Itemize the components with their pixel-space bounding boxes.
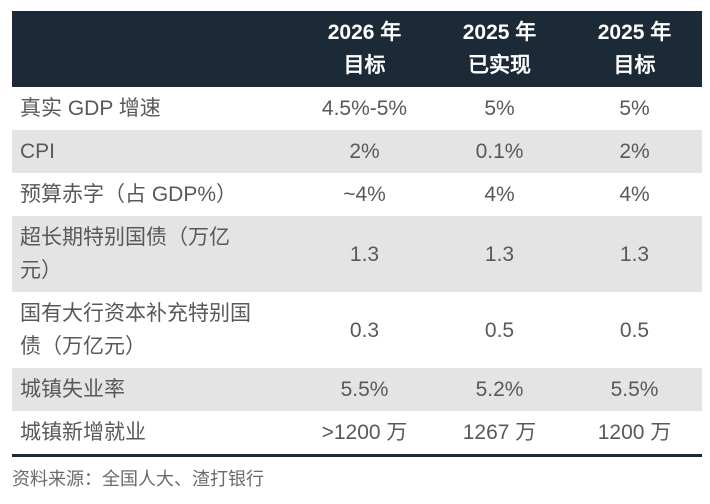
row-label: 超长期特别国债（万亿 元）	[20, 226, 230, 282]
data-source-note: 资料来源：全国人大、渣打银行	[12, 469, 264, 489]
row-label: 城镇失业率	[20, 378, 125, 401]
row-label: CPI	[20, 140, 56, 163]
row-value-2026-target: 4.5%-5%	[321, 97, 408, 120]
row-value-2026-target: ~4%	[343, 183, 386, 206]
row-value-2025-actual: 1267 万	[462, 421, 537, 444]
row-value-2025-target: 2%	[619, 140, 650, 163]
row-value-2026-target: >1200 万	[321, 421, 408, 444]
header-cell-2025-target: 2025 年 目标	[597, 21, 672, 77]
table-header-row: 2026 年 目标 2025 年 已实现 2025 年 目标	[12, 11, 702, 87]
row-value-2026-target: 5.5%	[340, 378, 389, 401]
row-value-2025-target: 4%	[619, 183, 650, 206]
row-value-2025-target: 5%	[619, 97, 650, 120]
row-value-2026-target: 0.3	[349, 318, 380, 342]
table-row-budget-deficit: 预算赤字（占 GDP%） ~4% 4% 4%	[12, 173, 702, 216]
row-value-2025-target: 0.5	[619, 318, 650, 342]
indicators-table: 2026 年 目标 2025 年 已实现 2025 年 目标 真实 GDP 增速…	[12, 11, 702, 457]
table-row-cpi: CPI 2% 0.1% 2%	[12, 130, 702, 173]
table-row-bank-capital-special-bonds: 国有大行资本补充特别国 债（万亿元） 0.3 0.5 0.5	[12, 292, 702, 368]
row-value-2025-actual: 0.1%	[475, 140, 524, 163]
row-value-2026-target: 1.3	[349, 242, 380, 266]
row-value-2025-actual: 0.5	[484, 318, 515, 342]
row-value-2025-target: 5.5%	[610, 378, 659, 401]
row-value-2025-actual: 1.3	[484, 242, 515, 266]
table-row-new-urban-jobs: 城镇新增就业 >1200 万 1267 万 1200 万	[12, 411, 702, 454]
row-value-2025-actual: 5.2%	[475, 378, 524, 401]
row-value-2025-actual: 5%	[484, 97, 515, 120]
header-cell-2026-target: 2026 年 目标	[327, 21, 402, 77]
header-cell-2025-actual: 2025 年 已实现	[462, 21, 537, 77]
row-label: 国有大行资本补充特别国 债（万亿元）	[20, 302, 251, 358]
table-row-urban-unemployment-rate: 城镇失业率 5.5% 5.2% 5.5%	[12, 368, 702, 411]
row-label: 真实 GDP 增速	[20, 97, 161, 120]
row-value-2025-target: 1.3	[619, 242, 650, 266]
row-label: 城镇新增就业	[20, 421, 146, 444]
row-value-2026-target: 2%	[349, 140, 380, 163]
table-row-ultra-long-special-bonds: 超长期特别国债（万亿 元） 1.3 1.3 1.3	[12, 216, 702, 292]
table-row-real-gdp-growth: 真实 GDP 增速 4.5%-5% 5% 5%	[12, 87, 702, 130]
row-value-2025-actual: 4%	[484, 183, 515, 206]
row-label: 预算赤字（占 GDP%）	[20, 183, 238, 206]
row-value-2025-target: 1200 万	[597, 421, 672, 444]
